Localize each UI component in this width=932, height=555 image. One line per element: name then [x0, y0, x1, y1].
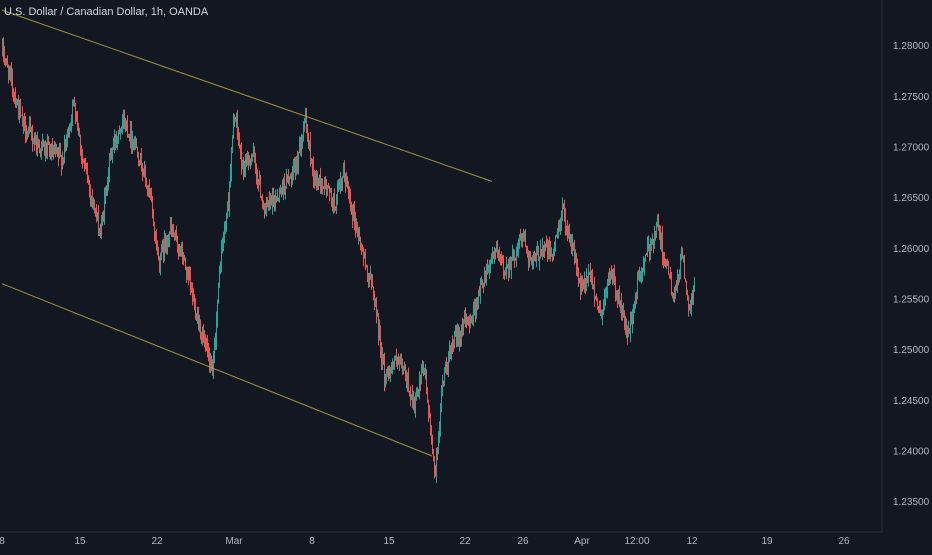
- time-tick-label: 22: [459, 536, 471, 547]
- time-tick-label: 15: [74, 536, 86, 547]
- candles-group: [2, 37, 695, 483]
- price-tick-label: 1.23500: [893, 497, 930, 508]
- price-tick-label: 1.25500: [893, 294, 930, 305]
- time-tick-label: 12: [686, 536, 698, 547]
- price-tick-label: 1.25000: [893, 345, 930, 356]
- price-tick-label: 1.26000: [893, 244, 930, 255]
- price-tick-label: 1.26500: [893, 193, 930, 204]
- price-tick-label: 1.27500: [893, 92, 930, 103]
- time-tick-label: 26: [838, 536, 850, 547]
- time-tick-label: 26: [517, 536, 529, 547]
- time-tick-label: Apr: [574, 536, 590, 547]
- lower-trendline[interactable]: [1, 283, 433, 457]
- time-tick-label: 15: [383, 536, 395, 547]
- price-tick-label: 1.24000: [893, 446, 930, 457]
- time-tick-label: 8: [309, 536, 315, 547]
- time-tick-label: 19: [761, 536, 773, 547]
- time-tick-label: 12:00: [624, 536, 649, 547]
- time-tick-label: 22: [151, 536, 163, 547]
- price-tick-label: 1.28000: [893, 41, 930, 52]
- time-axis[interactable]: 8 15 22 Mar 8 15 22 26 Apr 12:00 12 19 26: [0, 536, 850, 547]
- trendlines-group: [1, 9, 493, 457]
- upper-trendline[interactable]: [1, 9, 493, 182]
- price-axis[interactable]: 1.28000 1.27500 1.27000 1.26500 1.26000 1.255…: [893, 41, 930, 508]
- time-tick-label: 8: [0, 536, 5, 547]
- price-tick-label: 1.24500: [893, 396, 930, 407]
- time-tick-label: Mar: [225, 536, 243, 547]
- price-tick-label: 1.27000: [893, 142, 930, 153]
- chart-title: U.S. Dollar / Canadian Dollar, 1h, OANDA: [4, 6, 209, 18]
